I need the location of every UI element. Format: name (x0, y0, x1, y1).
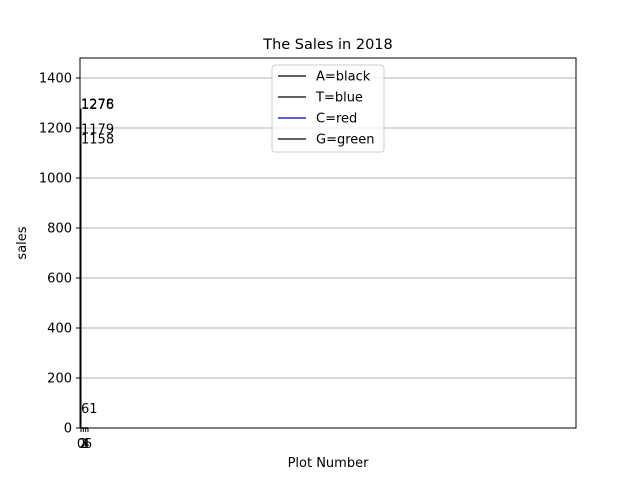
data-label: 1179 (81, 122, 114, 137)
chart-title: The Sales in 2018 (262, 37, 393, 53)
data-label: 1278 (81, 98, 114, 113)
y-tick-label: 1400 (39, 72, 72, 87)
legend-label: T=blue (315, 91, 363, 106)
legend-label: C=red (316, 112, 357, 127)
legend: A=black T=blue C=red G=green (271, 64, 385, 153)
y-tick-label: 1000 (39, 172, 72, 187)
y-tick-label: 600 (47, 272, 72, 287)
y-tick-label: 800 (47, 222, 72, 237)
legend-label: A=black (316, 70, 371, 85)
x-tick-label: 2 (79, 437, 87, 452)
y-tick-label: 200 (47, 372, 72, 387)
x-tick-label: 6 (84, 437, 92, 452)
y-tick-label: 400 (47, 322, 72, 337)
y-tick-label: 0 (64, 422, 72, 437)
y-tick-label: 1200 (39, 122, 72, 137)
legend-box (271, 64, 385, 153)
plot-area-frame (79, 57, 577, 429)
data-label: 1276 (81, 98, 114, 113)
y-axis-ticks: 0 200 400 600 800 1000 1200 1400 (39, 72, 80, 437)
x-axis-label: Plot Number (288, 456, 370, 471)
y-axis-label: sales (15, 226, 30, 259)
x-tick-label: 0 (77, 437, 85, 452)
data-label: 61 (81, 402, 98, 417)
data-label: 1158 (81, 133, 114, 148)
legend-label: G=green (316, 133, 375, 148)
x-tick-label: 4 (82, 437, 90, 452)
